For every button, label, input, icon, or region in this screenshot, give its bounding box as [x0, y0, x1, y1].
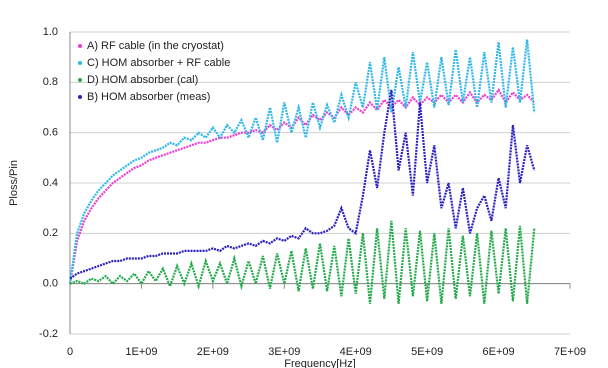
legend-label: A) RF cable (in the cryostat)	[87, 40, 224, 52]
y-tick-label: 0.0	[43, 278, 58, 290]
x-tick-label: 4E+09	[340, 346, 372, 358]
legend-label: C) HOM absorber + RF cable	[87, 57, 230, 69]
x-tick-label: 2E+09	[197, 346, 229, 358]
x-tick-label: 1E+09	[125, 346, 157, 358]
x-axis-label: Frequency[Hz]	[284, 358, 356, 368]
y-tick-label: 1.0	[43, 26, 58, 38]
legend-marker	[78, 61, 82, 65]
y-tick-label: 0.4	[43, 177, 58, 189]
legend-marker	[78, 78, 82, 82]
x-tick-label: 7E+09	[554, 346, 586, 358]
legend-label: D) HOM absorber (cal)	[87, 74, 198, 86]
x-tick-label: 5E+09	[411, 346, 443, 358]
x-tick-label: 3E+09	[268, 346, 300, 358]
y-tick-label: 0.2	[43, 227, 58, 239]
y-axis-label: Ploss/Pin	[8, 160, 20, 206]
legend-marker	[78, 95, 82, 99]
series-line	[69, 89, 536, 280]
y-tick-label: 0.6	[43, 127, 58, 139]
legend-marker	[78, 44, 82, 48]
y-tick-label: -0.2	[39, 328, 58, 340]
x-tick-label: 0	[67, 346, 73, 358]
series-line	[68, 39, 536, 284]
y-tick-label: 0.8	[43, 76, 58, 88]
series-line	[69, 220, 536, 304]
legend-label: B) HOM absorber (meas)	[87, 91, 210, 103]
x-tick-label: 6E+09	[483, 346, 515, 358]
